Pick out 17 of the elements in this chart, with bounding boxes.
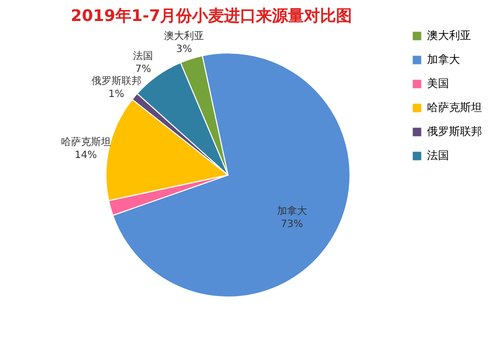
legend-label: 哈萨克斯坦 (427, 101, 482, 114)
data-label: 3% (176, 44, 192, 55)
data-label: 1% (108, 88, 124, 100)
slice-label: 俄罗斯联邦 (91, 74, 142, 87)
legend-label: 澳大利亚 (427, 29, 471, 42)
slice-label: 哈萨克斯坦 (60, 136, 111, 148)
slice-label: 法国 (133, 50, 154, 62)
slice-label: 加拿大 (276, 204, 307, 217)
chart-title: 2019年1-7月份小麦进口来源量对比图 (70, 6, 352, 25)
data-label: 14% (74, 150, 97, 161)
data-label: 73% (280, 218, 303, 230)
legend-label: 加拿大 (427, 53, 460, 66)
legend-label: 俄罗斯联邦 (427, 125, 482, 138)
slice-label: 澳大利亚 (164, 30, 204, 42)
legend-label: 法国 (427, 149, 449, 162)
data-label: 7% (135, 64, 152, 76)
legend-label: 美国 (427, 77, 449, 90)
